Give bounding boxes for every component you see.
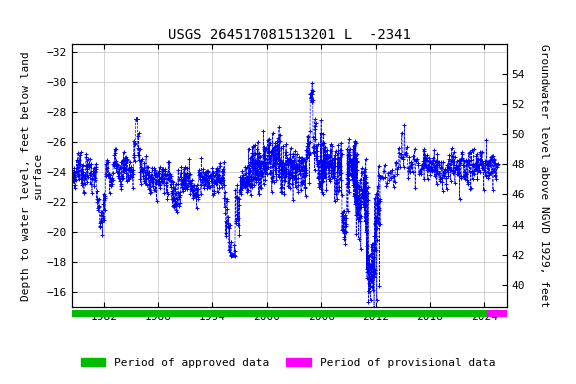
Bar [487, 310, 507, 317]
Y-axis label: Groundwater level above NGVD 1929, feet: Groundwater level above NGVD 1929, feet [539, 44, 549, 307]
Bar [72, 310, 487, 317]
Y-axis label: Depth to water level, feet below land
surface: Depth to water level, feet below land su… [21, 51, 43, 301]
Title: USGS 264517081513201 L  -2341: USGS 264517081513201 L -2341 [168, 28, 411, 41]
Legend: Period of approved data, Period of provisional data: Period of approved data, Period of provi… [81, 358, 495, 368]
